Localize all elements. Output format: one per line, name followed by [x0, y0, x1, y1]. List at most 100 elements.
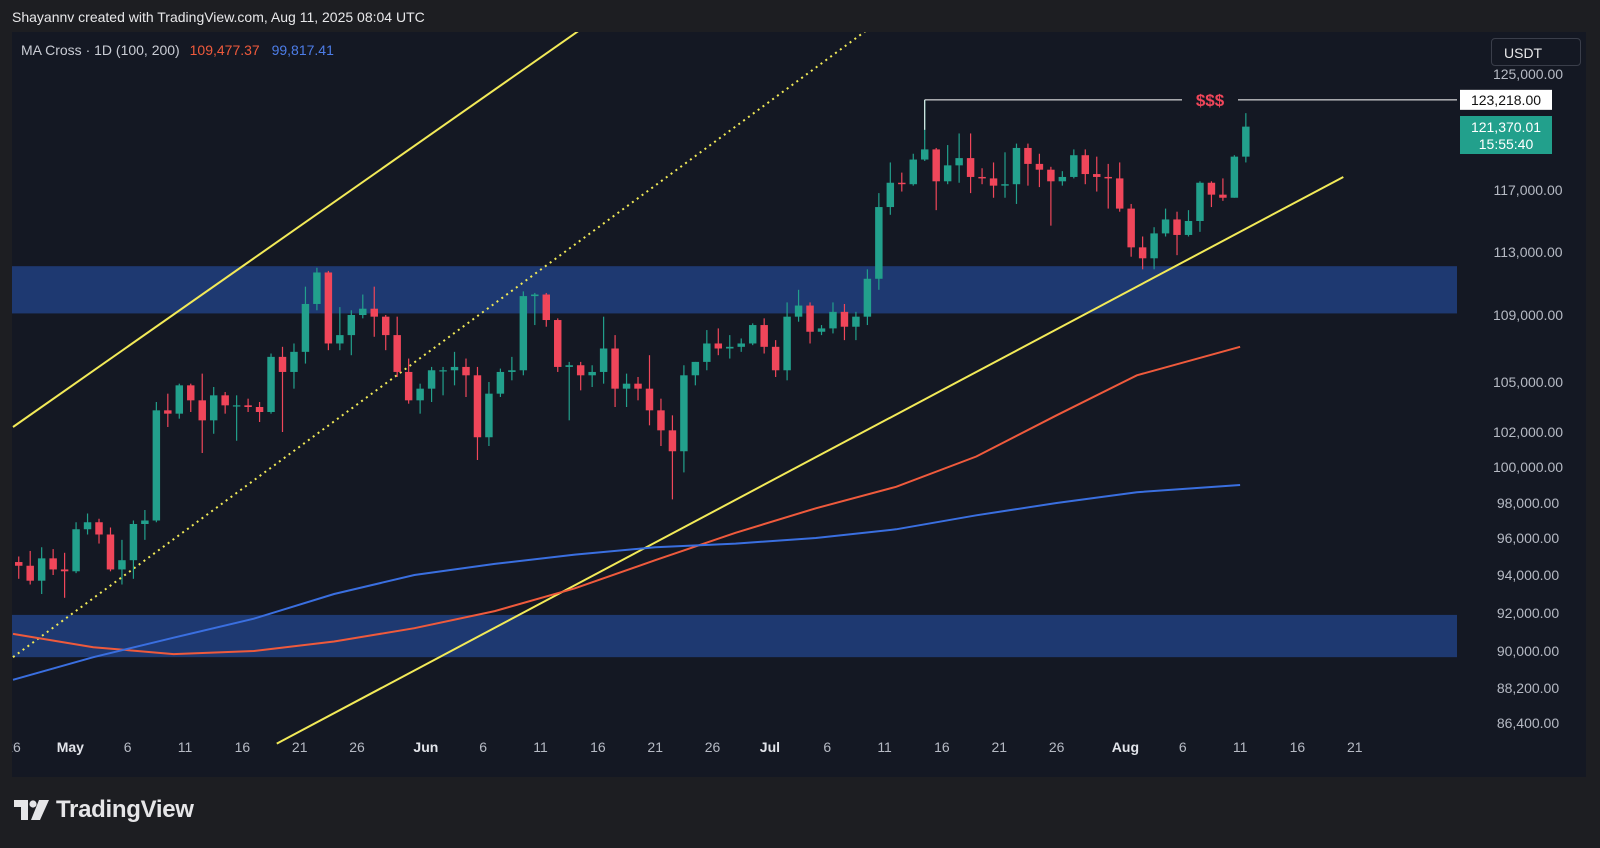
candle[interactable]: [840, 303, 849, 341]
candle[interactable]: [599, 316, 608, 384]
candle[interactable]: [955, 133, 963, 183]
candle[interactable]: [519, 291, 528, 376]
candle[interactable]: [817, 325, 826, 336]
candle[interactable]: [60, 552, 69, 598]
candle[interactable]: [1024, 143, 1032, 186]
candle[interactable]: [748, 323, 757, 346]
candle[interactable]: [1081, 149, 1090, 185]
candle[interactable]: [49, 549, 57, 575]
candle[interactable]: [313, 267, 321, 311]
candle[interactable]: [72, 522, 80, 574]
candle[interactable]: [680, 365, 688, 473]
candle[interactable]: [416, 383, 424, 414]
candle[interactable]: [221, 392, 229, 414]
candle[interactable]: [1207, 181, 1216, 208]
candle[interactable]: [26, 550, 34, 585]
candle[interactable]: [462, 358, 470, 397]
candle[interactable]: [943, 145, 952, 185]
candle[interactable]: [726, 335, 734, 359]
support-zone[interactable]: [12, 266, 1457, 314]
candle[interactable]: [794, 289, 803, 322]
candle[interactable]: [1196, 181, 1204, 232]
candle[interactable]: [1219, 178, 1227, 201]
candle[interactable]: [714, 328, 723, 356]
candle[interactable]: [244, 398, 252, 412]
candle[interactable]: [909, 153, 917, 186]
candle[interactable]: [542, 292, 551, 327]
candle[interactable]: [370, 286, 378, 337]
candle[interactable]: [978, 168, 986, 185]
candle[interactable]: [966, 133, 975, 194]
candle[interactable]: [1150, 227, 1158, 270]
candle[interactable]: [393, 316, 401, 377]
candle[interactable]: [771, 340, 780, 377]
candle[interactable]: [187, 383, 195, 412]
candle[interactable]: [496, 368, 505, 397]
candle[interactable]: [508, 356, 516, 381]
candle[interactable]: [1161, 208, 1170, 237]
chart-panel[interactable]: $$$ 125,000.00 117,000.00 113,000.00 109,00…: [12, 32, 1586, 777]
candle[interactable]: [989, 162, 998, 198]
candle[interactable]: [760, 318, 768, 354]
candle[interactable]: [1138, 236, 1147, 270]
candle[interactable]: [576, 361, 585, 391]
candle[interactable]: [737, 338, 745, 352]
candle[interactable]: [95, 518, 103, 544]
candle[interactable]: [611, 335, 619, 407]
candle[interactable]: [1115, 162, 1124, 212]
candle[interactable]: [1184, 210, 1193, 237]
candle[interactable]: [1242, 113, 1250, 163]
candle[interactable]: [1012, 143, 1021, 204]
candle[interactable]: [141, 510, 149, 540]
candle[interactable]: [164, 393, 172, 427]
candle[interactable]: [106, 527, 115, 572]
candle[interactable]: [1127, 203, 1135, 257]
candle[interactable]: [290, 343, 298, 389]
candle[interactable]: [439, 366, 447, 396]
candle[interactable]: [1001, 152, 1009, 198]
candle[interactable]: [898, 172, 906, 192]
candle[interactable]: [450, 351, 459, 386]
candle[interactable]: [255, 402, 264, 422]
candle[interactable]: [359, 294, 367, 319]
candle[interactable]: [209, 387, 218, 434]
candle[interactable]: [324, 270, 333, 351]
currency-button[interactable]: USDT: [1491, 38, 1581, 66]
candle[interactable]: [336, 307, 344, 351]
candle[interactable]: [175, 383, 184, 419]
support-zone[interactable]: [12, 614, 1457, 658]
candle[interactable]: [198, 373, 206, 453]
candle[interactable]: [232, 395, 241, 441]
candle[interactable]: [932, 147, 940, 211]
candle[interactable]: [347, 310, 356, 356]
candle[interactable]: [1070, 149, 1078, 179]
ma-cross-legend[interactable]: MA Cross · 1D (100, 200) 109,477.37 99,8…: [21, 42, 334, 58]
candle[interactable]: [588, 365, 596, 387]
candle[interactable]: [267, 353, 275, 414]
candle[interactable]: [703, 330, 711, 371]
candle[interactable]: [278, 346, 287, 432]
candle[interactable]: [875, 193, 883, 290]
channel-upper-line[interactable]: [12, 32, 839, 428]
candle[interactable]: [427, 366, 436, 402]
candle[interactable]: [381, 315, 390, 351]
candle[interactable]: [1104, 163, 1112, 209]
candle[interactable]: [301, 286, 310, 364]
candle[interactable]: [806, 302, 814, 344]
candle[interactable]: [1093, 156, 1101, 192]
ma-line-ma200[interactable]: [12, 484, 1241, 681]
ma-line-ma100[interactable]: [12, 345, 1241, 656]
candle[interactable]: [152, 402, 161, 523]
candle[interactable]: [829, 302, 837, 334]
candle[interactable]: [473, 366, 482, 460]
price-chart[interactable]: $$$ 125,000.00 117,000.00 113,000.00 109,00…: [12, 32, 1586, 777]
candle[interactable]: [565, 361, 573, 421]
candle[interactable]: [531, 292, 539, 326]
candle[interactable]: [657, 398, 665, 446]
candle[interactable]: [404, 358, 413, 404]
candle[interactable]: [554, 318, 562, 372]
candle[interactable]: [129, 520, 138, 579]
channel-lower-line[interactable]: [276, 176, 1344, 745]
candle[interactable]: [118, 539, 126, 585]
candle[interactable]: [15, 556, 23, 579]
